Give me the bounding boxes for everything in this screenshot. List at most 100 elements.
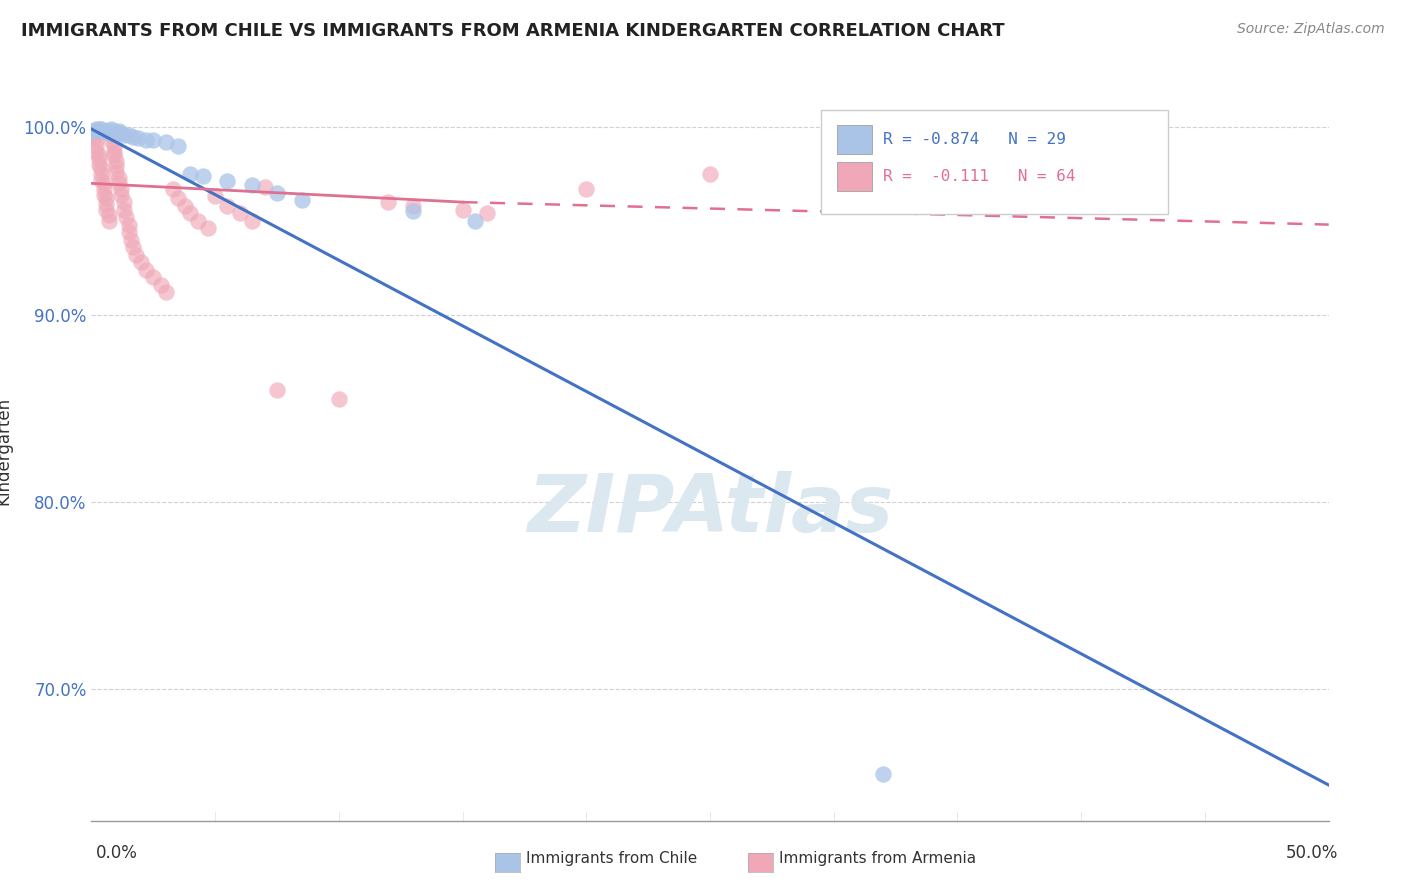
Point <box>87 158 110 172</box>
Point <box>451 202 474 217</box>
Point <box>105 165 128 179</box>
Point <box>103 145 125 159</box>
Point <box>93 182 115 196</box>
Point <box>97 126 120 140</box>
Point <box>117 225 139 239</box>
Point <box>90 122 112 136</box>
Point <box>107 124 129 138</box>
Point <box>872 766 894 780</box>
Point <box>187 214 209 228</box>
Point <box>103 139 125 153</box>
Text: IMMIGRANTS FROM CHILE VS IMMIGRANTS FROM ARMENIA KINDERGARTEN CORRELATION CHART: IMMIGRANTS FROM CHILE VS IMMIGRANTS FROM… <box>21 22 1005 40</box>
FancyBboxPatch shape <box>821 110 1168 213</box>
Point <box>477 206 499 220</box>
Point <box>103 148 125 162</box>
Point <box>266 186 288 200</box>
Point <box>179 206 201 220</box>
Bar <box>838 125 872 154</box>
Text: 0.0%: 0.0% <box>96 844 138 862</box>
Point <box>110 187 132 202</box>
Point <box>105 160 128 174</box>
Text: R =  -0.111   N = 64: R = -0.111 N = 64 <box>883 169 1076 184</box>
Point <box>93 187 115 202</box>
Point <box>115 210 138 224</box>
Point <box>96 124 118 138</box>
Point <box>120 233 142 247</box>
Point <box>112 128 135 142</box>
Point <box>86 133 108 147</box>
Point <box>96 202 118 217</box>
Point <box>266 383 288 397</box>
Point <box>240 178 263 193</box>
Point <box>86 122 108 136</box>
Point <box>103 124 125 138</box>
Point <box>107 177 129 191</box>
Point <box>142 270 165 285</box>
Bar <box>838 161 872 191</box>
Text: Source: ZipAtlas.com: Source: ZipAtlas.com <box>1237 22 1385 37</box>
Point <box>179 167 201 181</box>
Point <box>97 208 120 222</box>
Text: 50.0%: 50.0% <box>1286 844 1339 862</box>
Point <box>97 214 120 228</box>
Point <box>699 167 721 181</box>
Point <box>135 262 157 277</box>
Point <box>142 133 165 147</box>
Point <box>110 126 132 140</box>
Point <box>197 221 219 235</box>
Point <box>402 204 425 219</box>
Point <box>155 135 177 149</box>
Point <box>83 126 105 140</box>
Point <box>149 277 172 292</box>
Point <box>86 145 108 159</box>
Point <box>112 202 135 217</box>
Point <box>93 177 115 191</box>
Point <box>93 124 115 138</box>
Point <box>100 128 122 142</box>
Point <box>204 189 226 203</box>
Point <box>575 182 598 196</box>
Point <box>191 169 214 183</box>
Point <box>96 197 118 211</box>
Point <box>97 124 120 138</box>
Point <box>90 161 112 176</box>
Point <box>155 285 177 299</box>
Point <box>167 191 190 205</box>
Point <box>107 170 129 185</box>
Point <box>127 131 149 145</box>
Point <box>135 133 157 147</box>
Point <box>217 174 239 188</box>
Point <box>87 152 110 166</box>
Point <box>291 193 314 207</box>
Point <box>122 240 145 254</box>
Point <box>129 255 152 269</box>
Text: Immigrants from Chile: Immigrants from Chile <box>526 851 697 865</box>
Y-axis label: Kindergarten: Kindergarten <box>0 396 13 505</box>
Point <box>90 167 112 181</box>
Point <box>464 214 486 228</box>
Point <box>83 124 105 138</box>
Point <box>87 148 110 162</box>
Point <box>86 139 108 153</box>
Point <box>105 153 128 168</box>
Point <box>125 247 148 261</box>
Point <box>90 172 112 186</box>
Point <box>328 392 350 406</box>
Point <box>240 214 263 228</box>
Point <box>377 195 399 210</box>
Point <box>96 191 118 205</box>
Point <box>83 129 105 144</box>
Point <box>110 182 132 196</box>
Point <box>117 128 139 142</box>
Point <box>253 180 276 194</box>
Text: R = -0.874   N = 29: R = -0.874 N = 29 <box>883 132 1066 147</box>
Point <box>162 182 184 196</box>
Point <box>87 122 110 136</box>
Point <box>117 218 139 232</box>
Point <box>174 199 197 213</box>
Point <box>229 206 252 220</box>
Point <box>217 199 239 213</box>
Point <box>100 133 122 147</box>
Text: Immigrants from Armenia: Immigrants from Armenia <box>779 851 976 865</box>
Point <box>105 126 128 140</box>
